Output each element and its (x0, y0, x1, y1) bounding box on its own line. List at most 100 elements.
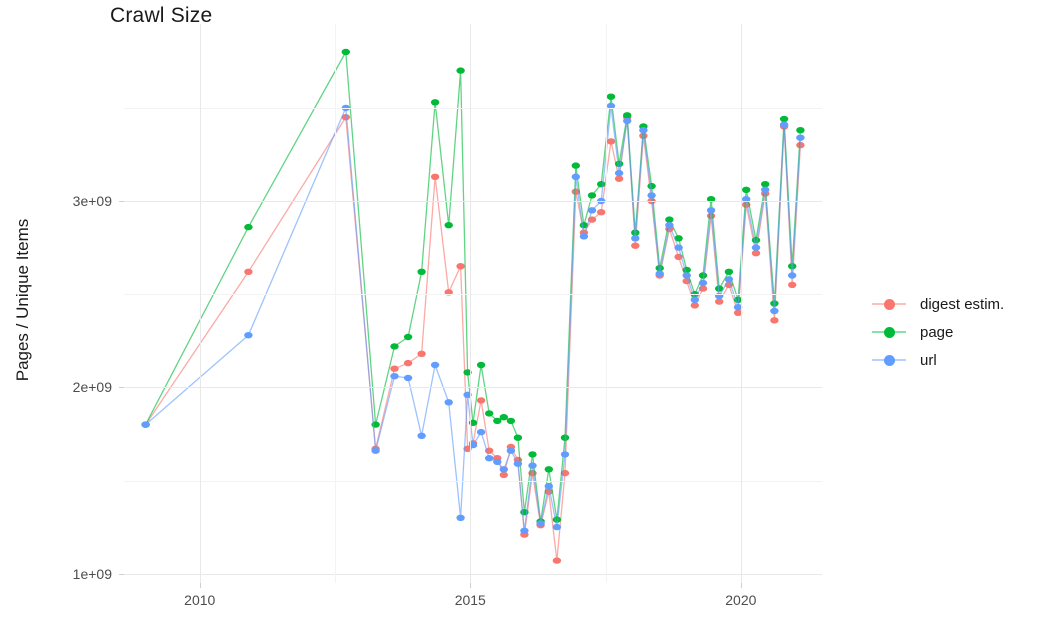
legend-item-label: url (920, 351, 937, 369)
gridline-horizontal-major (124, 201, 822, 202)
y-axis-tick-label: 3e+09 (72, 193, 112, 210)
legend-item-digest-estim[interactable]: digest estim. (872, 290, 1052, 318)
data-point (444, 222, 453, 229)
data-point (606, 138, 616, 145)
data-point (742, 196, 751, 203)
data-point (506, 417, 516, 425)
gridline-vertical-major (470, 24, 471, 583)
legend-key-icon (872, 323, 906, 341)
data-point (341, 48, 350, 56)
data-point (244, 223, 253, 231)
data-point (614, 175, 624, 182)
legend-item-page[interactable]: page (872, 318, 1052, 346)
data-point (485, 410, 494, 417)
data-point (493, 458, 502, 466)
data-point (587, 207, 597, 214)
x-axis-tick-label: 2010 (184, 592, 216, 608)
data-point (733, 304, 743, 311)
data-point (528, 451, 537, 458)
data-point (499, 471, 508, 479)
data-point (770, 307, 779, 315)
x-axis-tick-mark (470, 583, 471, 588)
legend-dot-icon (884, 327, 895, 338)
data-point (476, 428, 486, 436)
data-point (779, 121, 789, 128)
data-point (724, 276, 734, 283)
data-point (430, 173, 440, 180)
data-point (733, 309, 743, 316)
series-line (145, 105, 802, 531)
data-point (544, 466, 553, 473)
data-point (485, 455, 494, 462)
data-point (715, 285, 724, 292)
legend-item-label: digest estim. (920, 295, 1005, 313)
data-point (788, 281, 797, 289)
y-axis-title: Pages / Unique Items (10, 200, 36, 400)
data-point (430, 361, 440, 369)
data-point (751, 236, 761, 244)
data-point (587, 192, 597, 199)
data-point (244, 332, 253, 339)
data-point (456, 514, 465, 521)
plot-area (124, 24, 822, 583)
series-url (141, 102, 805, 534)
data-point (665, 222, 674, 229)
legend-dot-icon (884, 355, 895, 366)
data-point (674, 244, 683, 251)
y-axis-tick-mark (119, 574, 124, 575)
data-point (614, 160, 624, 167)
data-point (463, 445, 472, 452)
data-point (536, 520, 545, 527)
series-digest-estim (141, 114, 805, 564)
data-point (698, 279, 708, 287)
data-point (456, 67, 465, 74)
data-point (341, 114, 350, 121)
x-axis-tick-label: 2015 (454, 592, 486, 608)
x-axis-tick-mark (200, 583, 201, 588)
data-point (571, 162, 580, 169)
y-axis-title-label: Pages / Unique Items (13, 218, 32, 382)
data-point (141, 421, 150, 428)
y-axis-tick-label: 1e+09 (72, 565, 112, 582)
data-point (430, 99, 440, 106)
data-point (552, 523, 562, 531)
y-axis-tick-mark (119, 201, 124, 202)
data-point (796, 127, 805, 134)
data-point (698, 272, 708, 279)
data-point (403, 359, 413, 367)
legend-key-icon (872, 351, 906, 369)
data-point (674, 235, 683, 242)
data-point (463, 369, 472, 376)
gridline-horizontal-minor (124, 481, 822, 482)
data-point (665, 216, 674, 223)
data-point (528, 462, 537, 469)
data-point (371, 447, 380, 454)
data-point (341, 104, 350, 112)
data-point (655, 270, 664, 277)
data-point (761, 186, 770, 193)
data-point (506, 447, 516, 454)
data-point (706, 196, 716, 203)
data-point (770, 317, 779, 324)
gridline-vertical-minor (335, 24, 336, 583)
data-point (690, 302, 699, 309)
data-point (639, 127, 648, 134)
data-point (647, 182, 656, 190)
data-point (403, 333, 413, 341)
data-point (631, 235, 640, 242)
data-point (560, 451, 570, 458)
data-point (606, 93, 616, 100)
data-point (761, 181, 770, 188)
gridline-horizontal-minor (124, 108, 822, 109)
legend-item-url[interactable]: url (872, 346, 1052, 374)
gridline-vertical-major (200, 24, 201, 583)
data-point (647, 192, 656, 199)
data-point (623, 112, 632, 119)
legend: digest estim. page url (872, 290, 1052, 374)
page-title: Crawl Size (110, 4, 213, 27)
data-point (390, 373, 399, 380)
gridline-horizontal-major (124, 574, 822, 575)
data-point (513, 434, 523, 441)
data-point (597, 209, 606, 216)
data-point (788, 272, 797, 279)
